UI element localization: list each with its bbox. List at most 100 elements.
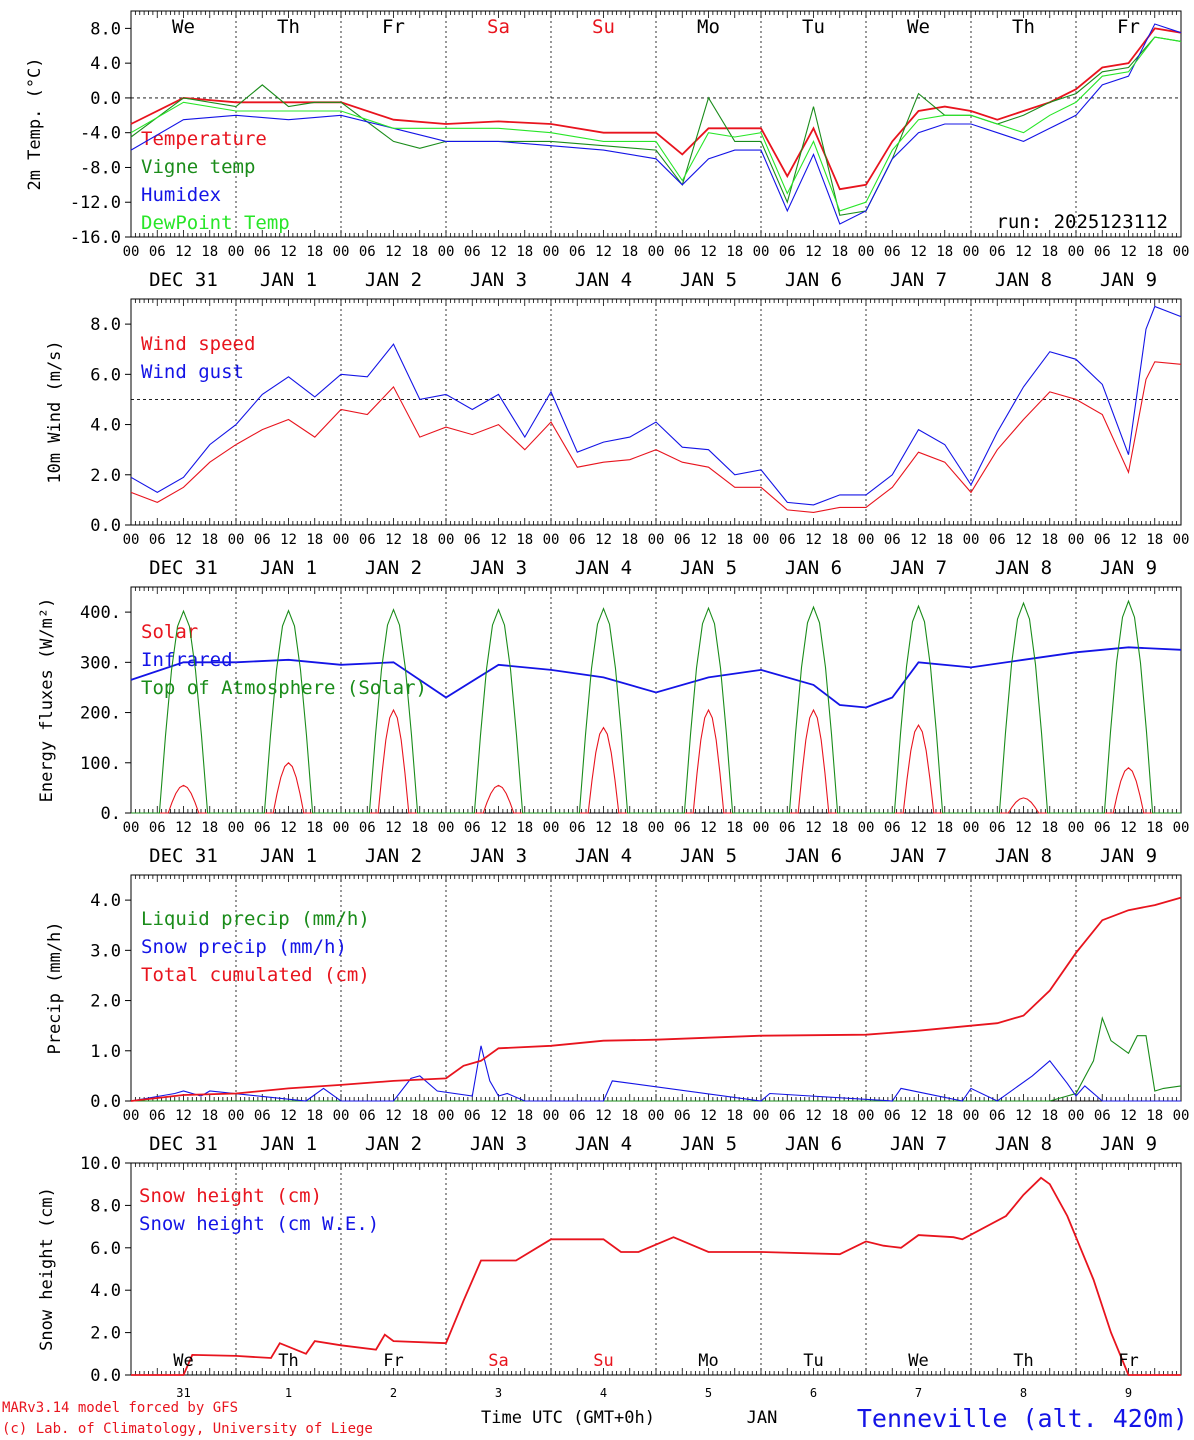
hour-tick-label: 18 (936, 1108, 953, 1124)
y-tick-label: -8.0 (80, 158, 121, 178)
hour-tick-label: 12 (910, 820, 927, 836)
hour-tick-label: 00 (1068, 532, 1085, 548)
hour-tick-label: 06 (674, 244, 691, 260)
chart-panel-3: 0. 100. 200. 300. 400. Energy fluxes (W/m²) So… (37, 586, 1190, 867)
series-line-liquid-precip-mm-h- (131, 1016, 1182, 1102)
hour-tick-label: 00 (123, 244, 140, 260)
chart-panel-4: 0.0 1.0 2.0 3.0 4.0 Precip (mm/h) Liquid preci… (45, 874, 1189, 1155)
hour-tick-label: 12 (805, 1108, 822, 1124)
hour-tick-label: 00 (753, 244, 770, 260)
y-axis-label: 2m Temp. (°C) (25, 57, 45, 190)
hour-tick-label: 12 (490, 820, 507, 836)
series-line-vigne-temp (130, 36, 1182, 216)
y-tick-label: 1.0 (90, 1042, 121, 1062)
hour-tick-label: 18 (201, 244, 218, 260)
y-tick-label: 2.0 (90, 1324, 121, 1344)
plot-frame (130, 298, 1182, 526)
hour-tick-label: 00 (1068, 820, 1085, 836)
hour-tick-label: 00 (858, 244, 875, 260)
date-label: JAN 1 (260, 845, 317, 867)
hour-tick-label: 12 (1120, 244, 1137, 260)
hour-tick-label: 06 (989, 1108, 1006, 1124)
hour-tick-label: 18 (936, 820, 953, 836)
hour-tick-label: 18 (411, 244, 428, 260)
model-credit: MARv3.14 model forced by GFS (2, 1400, 238, 1416)
weekday-label: We (908, 1351, 928, 1371)
hour-tick-label: 00 (648, 1108, 665, 1124)
series-line-wind-gust (130, 305, 1182, 506)
hour-tick-label: 06 (569, 1108, 586, 1124)
y-tick-label: 300. (80, 653, 121, 673)
y-tick-label: 4.0 (90, 54, 121, 74)
hour-tick-label: 00 (1173, 244, 1190, 260)
hour-tick-label: 18 (831, 532, 848, 548)
hour-tick-label: 18 (306, 244, 323, 260)
hour-tick-label: 06 (989, 820, 1006, 836)
hour-tick-label: 00 (438, 1108, 455, 1124)
hour-tick-label: 18 (516, 820, 533, 836)
hour-tick-label: 00 (228, 820, 245, 836)
hour-tick-label: 18 (306, 820, 323, 836)
hour-tick-label: 12 (805, 244, 822, 260)
hour-tick-label: 12 (595, 1108, 612, 1124)
hour-tick-label: 18 (726, 1108, 743, 1124)
hour-tick-label: 06 (254, 244, 271, 260)
weekday-label: We (172, 16, 195, 38)
y-tick-label: 8.0 (90, 19, 121, 39)
date-label: JAN 7 (890, 845, 947, 867)
hour-tick-label: 00 (1068, 244, 1085, 260)
run-label: run: 2025123112 (996, 211, 1168, 233)
date-label: JAN 9 (1100, 557, 1157, 579)
hour-tick-label: 06 (1094, 532, 1111, 548)
hour-tick-label: 00 (438, 244, 455, 260)
hour-tick-label: 06 (674, 1108, 691, 1124)
hour-tick-label: 00 (963, 1108, 980, 1124)
footer: MARv3.14 model forced by GFS (c) Lab. of… (2, 1400, 1188, 1437)
y-tick-label: 4.0 (90, 1281, 121, 1301)
hour-tick-label: 00 (543, 820, 560, 836)
series-line-humidex (130, 23, 1182, 225)
date-label: JAN 1 (260, 269, 317, 291)
hour-tick-label: 06 (989, 244, 1006, 260)
hour-tick-label: 06 (674, 820, 691, 836)
hour-tick-label: 12 (1015, 532, 1032, 548)
day-number: 2 (390, 1386, 397, 1400)
hour-tick-label: 00 (963, 820, 980, 836)
hour-tick-label: 06 (149, 820, 166, 836)
hour-tick-label: 00 (858, 1108, 875, 1124)
hour-tick-label: 06 (359, 532, 376, 548)
date-label: JAN 1 (260, 1133, 317, 1155)
hour-tick-label: 06 (569, 820, 586, 836)
hour-tick-label: 12 (490, 1108, 507, 1124)
hour-tick-label: 18 (621, 244, 638, 260)
series-line-snow-height-cm- (131, 1176, 1181, 1376)
hour-tick-label: 18 (306, 1108, 323, 1124)
y-tick-label: 4.0 (90, 416, 121, 436)
date-label: JAN 4 (575, 557, 632, 579)
hour-tick-label: 12 (280, 244, 297, 260)
hour-tick-label: 00 (858, 532, 875, 548)
hour-tick-label: 12 (385, 1108, 402, 1124)
hour-tick-label: 00 (1173, 820, 1190, 836)
hour-tick-label: 06 (569, 532, 586, 548)
hour-tick-label: 18 (201, 820, 218, 836)
y-tick-label: 400. (80, 603, 121, 623)
legend-entry: Top of Atmosphere (Solar) (141, 677, 427, 699)
legend-entry: Wind speed (141, 333, 255, 355)
hour-tick-label: 00 (333, 1108, 350, 1124)
day-number: 5 (705, 1386, 712, 1400)
hour-tick-label: 12 (595, 820, 612, 836)
hour-tick-label: 18 (411, 1108, 428, 1124)
weekday-label: Mo (697, 16, 720, 38)
hour-tick-label: 18 (1041, 820, 1058, 836)
weekday-label: We (907, 16, 930, 38)
y-tick-label: 8.0 (90, 1196, 121, 1216)
hour-tick-label: 18 (1146, 244, 1163, 260)
hour-tick-label: 18 (831, 820, 848, 836)
hour-tick-label: 12 (175, 244, 192, 260)
series-line-wind-speed (130, 361, 1182, 513)
date-label: JAN 8 (995, 269, 1052, 291)
y-tick-label: 6.0 (90, 365, 121, 385)
hour-tick-label: 18 (831, 244, 848, 260)
hour-tick-label: 06 (149, 532, 166, 548)
